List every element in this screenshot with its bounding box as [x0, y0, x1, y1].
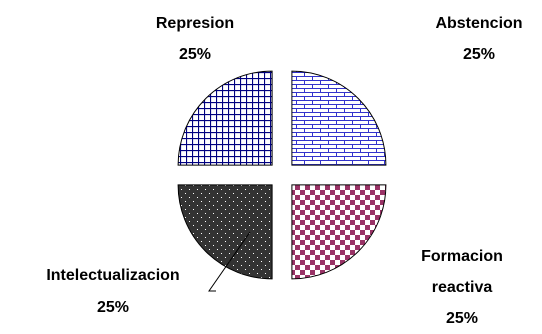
slice-percent-intelectualizacion: 25% [97, 299, 129, 316]
pie-slices [177, 70, 387, 280]
pie-slice-represion [177, 70, 273, 166]
slice-label-represion: Represion [156, 15, 234, 32]
pie-slice-formacion-reactiva [291, 184, 387, 280]
leader-line-intelectualizacion [208, 231, 251, 292]
leader-lines [208, 231, 251, 292]
pie-slice-abstencion [291, 70, 387, 166]
slice-percent-represion: 25% [179, 46, 211, 63]
slice-label-intelectualizacion: Intelectualizacion [46, 267, 179, 284]
slice-percent-abstencion: 25% [463, 46, 495, 63]
pie-slice-intelectualizacion [177, 184, 273, 280]
slice-label-abstencion: Abstencion [435, 15, 522, 32]
slice-percent-formacion-reactiva: 25% [446, 310, 478, 327]
data-labels: Abstencion 25% Formacion reactiva 25% Intelec… [46, 15, 522, 327]
slice-label-formacion-reactiva: Formacion [421, 248, 503, 265]
slice-label-formacion-reactiva: reactiva [432, 279, 493, 296]
